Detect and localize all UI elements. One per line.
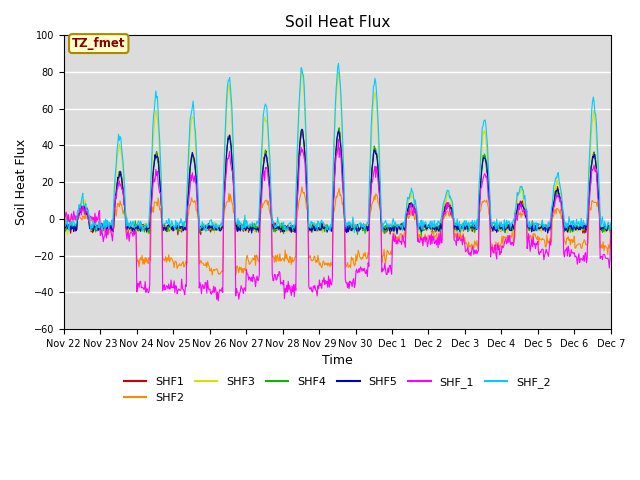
SHF_1 — [421, 239, 429, 245]
SHF_1 — [126, 231, 134, 237]
SHF5 — [70, 229, 77, 235]
SHF1 — [607, 226, 614, 232]
Title: Soil Heat Flux: Soil Heat Flux — [285, 15, 390, 30]
SHF4 — [404, 204, 412, 209]
SHF_1 — [607, 226, 614, 231]
SHF_2 — [607, 220, 614, 226]
Line: SHF1: SHF1 — [64, 131, 611, 235]
SHF2 — [208, 272, 216, 278]
SHF3 — [64, 231, 72, 237]
SHF2 — [421, 231, 429, 237]
SHF2 — [126, 225, 134, 231]
SHF5 — [607, 226, 614, 231]
SHF2 — [607, 223, 614, 228]
Line: SHF_1: SHF_1 — [64, 139, 611, 301]
SHF_1 — [214, 298, 222, 304]
SHF5 — [60, 226, 68, 231]
SHF_1 — [211, 289, 218, 295]
SHF3 — [127, 226, 134, 232]
SHF_2 — [126, 220, 134, 226]
SHF5 — [421, 221, 429, 227]
SHF4 — [335, 125, 343, 131]
SHF1 — [60, 226, 68, 231]
SHF2 — [298, 184, 306, 190]
SHF5 — [126, 226, 134, 231]
SHF_2 — [60, 228, 68, 234]
SHF3 — [70, 227, 78, 233]
X-axis label: Time: Time — [322, 354, 353, 367]
SHF3 — [405, 196, 413, 202]
SHF_1 — [70, 208, 77, 214]
SHF4 — [126, 223, 134, 229]
SHF1 — [182, 226, 190, 232]
SHF1 — [405, 204, 413, 210]
SHF_1 — [60, 214, 68, 219]
SHF3 — [298, 67, 306, 73]
SHF_2 — [405, 196, 413, 202]
SHF4 — [421, 227, 429, 232]
SHF1 — [211, 224, 219, 230]
SHF1 — [174, 232, 182, 238]
SHF3 — [60, 227, 68, 233]
SHF_2 — [335, 60, 342, 66]
SHF_2 — [182, 220, 189, 226]
Legend: SHF1, SHF2, SHF3, SHF4, SHF5, SHF_1, SHF_2: SHF1, SHF2, SHF3, SHF4, SHF5, SHF_1, SHF… — [119, 372, 556, 407]
Line: SHF2: SHF2 — [64, 187, 611, 275]
SHF5 — [298, 127, 306, 132]
SHF_1 — [335, 136, 342, 142]
SHF4 — [60, 221, 68, 227]
SHF1 — [335, 128, 343, 134]
SHF_2 — [351, 229, 358, 235]
SHF5 — [211, 222, 218, 228]
SHF_1 — [405, 212, 413, 217]
SHF5 — [405, 201, 413, 206]
SHF_2 — [421, 219, 429, 225]
Line: SHF3: SHF3 — [64, 70, 611, 234]
SHF1 — [421, 223, 429, 228]
SHF2 — [405, 214, 413, 220]
SHF3 — [182, 222, 190, 228]
SHF2 — [60, 216, 68, 222]
Line: SHF_2: SHF_2 — [64, 63, 611, 232]
SHF5 — [182, 226, 189, 232]
Y-axis label: Soil Heat Flux: Soil Heat Flux — [15, 139, 28, 225]
SHF3 — [211, 219, 219, 225]
SHF4 — [417, 232, 425, 238]
SHF4 — [182, 226, 189, 231]
SHF2 — [182, 261, 189, 266]
Text: TZ_fmet: TZ_fmet — [72, 37, 125, 50]
SHF1 — [70, 224, 77, 230]
SHF4 — [70, 225, 77, 230]
SHF_2 — [211, 223, 218, 229]
SHF5 — [393, 231, 401, 237]
Line: SHF4: SHF4 — [64, 128, 611, 235]
SHF_1 — [182, 282, 189, 288]
SHF4 — [211, 228, 218, 233]
SHF4 — [607, 227, 614, 233]
SHF1 — [126, 226, 134, 231]
SHF3 — [607, 224, 614, 229]
SHF2 — [70, 217, 77, 223]
Line: SHF5: SHF5 — [64, 130, 611, 234]
SHF_2 — [70, 218, 77, 224]
SHF2 — [211, 266, 219, 272]
SHF3 — [421, 223, 429, 229]
